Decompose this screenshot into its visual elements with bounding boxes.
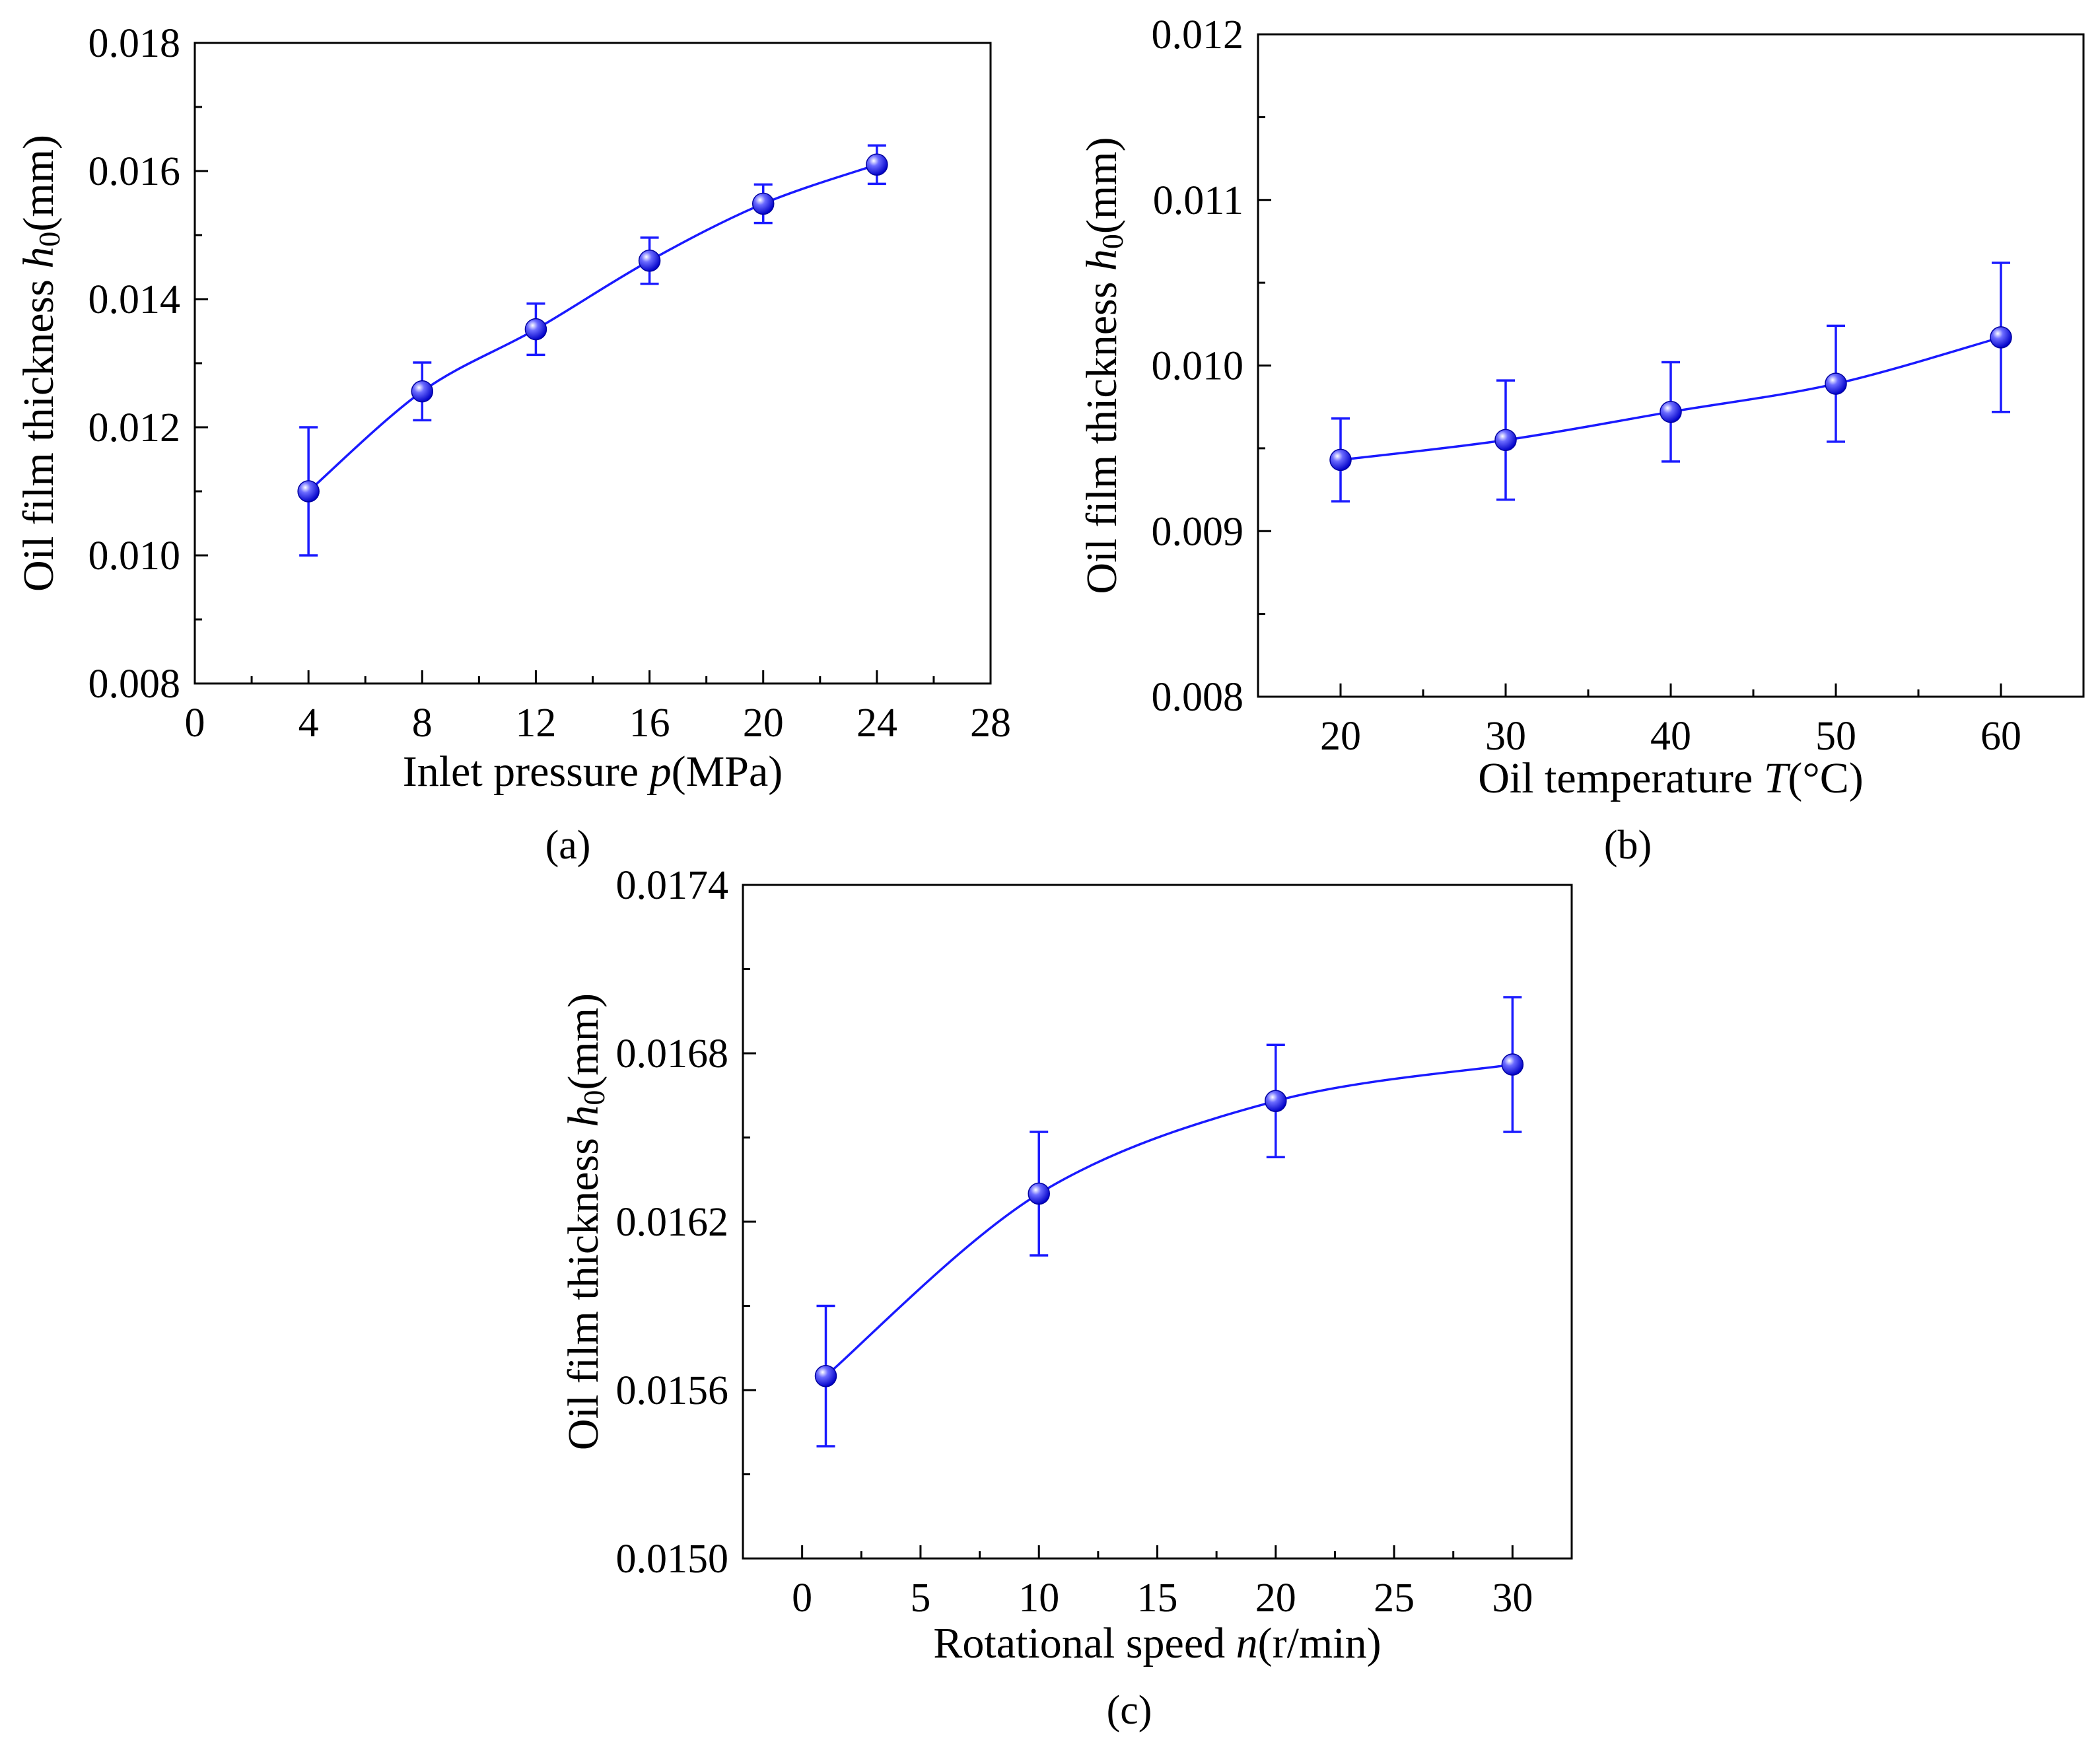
chart-c-x-axis-title: Rotational speed n(r/min) — [933, 1619, 1381, 1667]
chart-c-data-point — [1265, 1090, 1287, 1112]
chart-a-panel-label: (a) — [545, 823, 591, 868]
chart-b-panel-label: (b) — [1604, 823, 1652, 868]
chart-c-y-axis-title: Oil film thickness h0(mm) — [559, 993, 611, 1450]
chart-a-x-tick-label: 16 — [629, 701, 670, 746]
chart-b-y-tick-label: 0.011 — [1153, 178, 1243, 223]
chart-c-plot-frame — [742, 884, 1573, 1560]
chart-a-data-point — [752, 192, 775, 215]
chart-c-data-point — [1028, 1182, 1050, 1205]
chart-a-data-point — [638, 250, 661, 272]
chart-a-x-tick-label: 24 — [857, 701, 897, 746]
chart-b-y-axis-title: Oil film thickness h0(mm) — [1078, 137, 1129, 594]
chart-a-inlet-pressure: 0 4 8 12 16 20 24 28 0.008 0.010 0.012 0.014 0.016 0.… — [15, 21, 1011, 868]
chart-b-x-axis-title: Oil temperature T(°C) — [1478, 754, 1864, 802]
chart-a-data-point — [297, 480, 320, 503]
chart-c-x-tick-label: 15 — [1137, 1576, 1178, 1621]
chart-a-y-tick-label: 0.008 — [88, 662, 181, 707]
chart-a-plot-frame — [193, 42, 992, 685]
chart-b-x-tick-label: 60 — [1980, 714, 2021, 759]
chart-c-data-point — [814, 1365, 837, 1387]
chart-a-y-tick-label: 0.016 — [88, 149, 181, 194]
chart-c-panel-label: (c) — [1107, 1688, 1152, 1733]
chart-b-x-tick-label: 50 — [1815, 714, 1856, 759]
chart-a-x-tick-label: 12 — [515, 701, 556, 746]
chart-c-y-tick-label: 0.0174 — [616, 863, 729, 908]
chart-a-x-tick-label: 4 — [298, 701, 319, 746]
chart-a-data-point — [866, 153, 888, 176]
chart-c-data-point — [1501, 1053, 1524, 1076]
chart-c-y-tick-label: 0.0168 — [616, 1032, 729, 1076]
chart-c-y-tick-label: 0.0162 — [616, 1200, 729, 1245]
chart-b-x-tick-label: 30 — [1485, 714, 1526, 759]
chart-c-x-tick-label: 20 — [1255, 1576, 1296, 1621]
chart-b-data-point — [1825, 372, 1847, 395]
chart-a-y-tick-label: 0.014 — [88, 277, 181, 322]
chart-c-x-tick-label: 10 — [1018, 1576, 1059, 1621]
chart-a-data-point — [524, 318, 547, 341]
chart-b-x-tick-label: 40 — [1650, 714, 1691, 759]
chart-b-data-point — [1494, 429, 1517, 452]
chart-b-data-point — [1329, 448, 1352, 472]
chart-a-x-axis-title: Inlet pressure p(MPa) — [403, 748, 783, 796]
chart-a-x-tick-label: 20 — [743, 701, 784, 746]
chart-a-series-line — [307, 163, 878, 493]
chart-b-y-tick-label: 0.008 — [1152, 675, 1244, 720]
chart-c-x-tick-label: 5 — [910, 1576, 930, 1621]
chart-a-x-tick-label: 8 — [412, 701, 433, 746]
chart-c-x-tick-label: 25 — [1374, 1576, 1415, 1621]
chart-b-y-tick-label: 0.009 — [1152, 509, 1244, 554]
chart-a-y-axis-title: Oil film thickness h0(mm) — [15, 135, 66, 592]
chart-b-data-point — [1660, 400, 1682, 423]
chart-a-x-tick-label: 28 — [970, 701, 1011, 746]
chart-c-y-tick-label: 0.0156 — [616, 1368, 729, 1413]
chart-a-x-tick-label: 0 — [185, 701, 205, 746]
chart-c-x-tick-label: 30 — [1492, 1576, 1533, 1621]
chart-b-oil-temperature: 20 30 40 50 60 0.008 0.009 0.010 0.011 0.012 Oil t… — [1078, 13, 2085, 868]
chart-a-data-point — [411, 380, 434, 403]
chart-b-y-tick-label: 0.010 — [1152, 344, 1244, 389]
chart-c-rotational-speed: 0 5 10 15 20 25 30 0.0150 0.0156 0.0162 0.0168 0.01… — [559, 863, 1573, 1733]
chart-c-y-tick-label: 0.0150 — [616, 1537, 729, 1582]
chart-c-x-tick-label: 0 — [792, 1576, 812, 1621]
chart-b-x-tick-label: 20 — [1320, 714, 1361, 759]
chart-a-y-tick-label: 0.018 — [88, 21, 181, 66]
chart-b-data-point — [1990, 326, 2012, 349]
chart-a-y-tick-label: 0.010 — [88, 534, 181, 578]
chart-b-y-tick-label: 0.012 — [1152, 13, 1244, 57]
chart-a-y-tick-label: 0.012 — [88, 405, 181, 450]
chart-c-series-line — [825, 1063, 1513, 1378]
